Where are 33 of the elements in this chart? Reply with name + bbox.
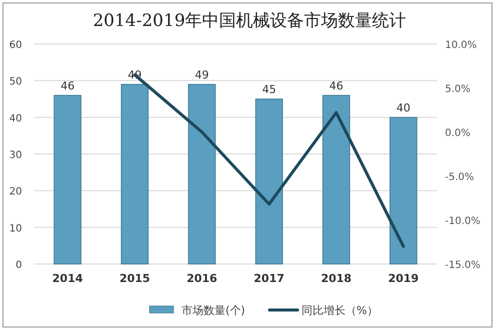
x-tick-label: 2019 xyxy=(388,272,419,285)
y-tick-label: 20 xyxy=(9,186,22,198)
x-tick-label: 2017 xyxy=(254,272,284,285)
bar xyxy=(188,84,216,264)
data-label: 49 xyxy=(194,68,209,82)
bar xyxy=(390,116,418,264)
data-label: 40 xyxy=(396,101,410,114)
legend-label: 市场数量(个) xyxy=(182,304,246,317)
bar xyxy=(322,94,350,264)
bar xyxy=(120,84,149,264)
data-label: 45 xyxy=(262,83,276,96)
y-tick-label: 40 xyxy=(9,113,22,124)
y-tick-label: 60 xyxy=(9,40,22,51)
chart-title: 2014-2019年中国机械设备市场数量统计 xyxy=(92,11,406,31)
x-tick-label: 2015 xyxy=(119,272,150,285)
legend-label: 同比增长（%） xyxy=(302,304,378,317)
bar xyxy=(54,94,82,264)
bar xyxy=(255,98,283,264)
x-tick-label: 2016 xyxy=(186,272,218,285)
y2-tick-label: -15.0% xyxy=(445,260,480,271)
x-tick-label: 2018 xyxy=(320,272,352,285)
y2-tick-label: 10.0% xyxy=(445,40,477,51)
y-tick-label: 50 xyxy=(9,76,22,88)
y-tick-label: 0 xyxy=(16,260,22,271)
data-label: 46 xyxy=(329,79,344,92)
x-tick-label: 2014 xyxy=(52,272,84,285)
y2-tick-label: -10.0% xyxy=(445,216,480,227)
y-tick-label: 30 xyxy=(9,150,22,161)
y2-tick-label: -5.0% xyxy=(445,172,474,183)
y-tick-label: 10 xyxy=(9,223,22,234)
y2-tick-label: 0.0% xyxy=(445,128,470,139)
data-label: 46 xyxy=(60,79,75,92)
y2-tick-label: 5.0% xyxy=(445,84,470,95)
